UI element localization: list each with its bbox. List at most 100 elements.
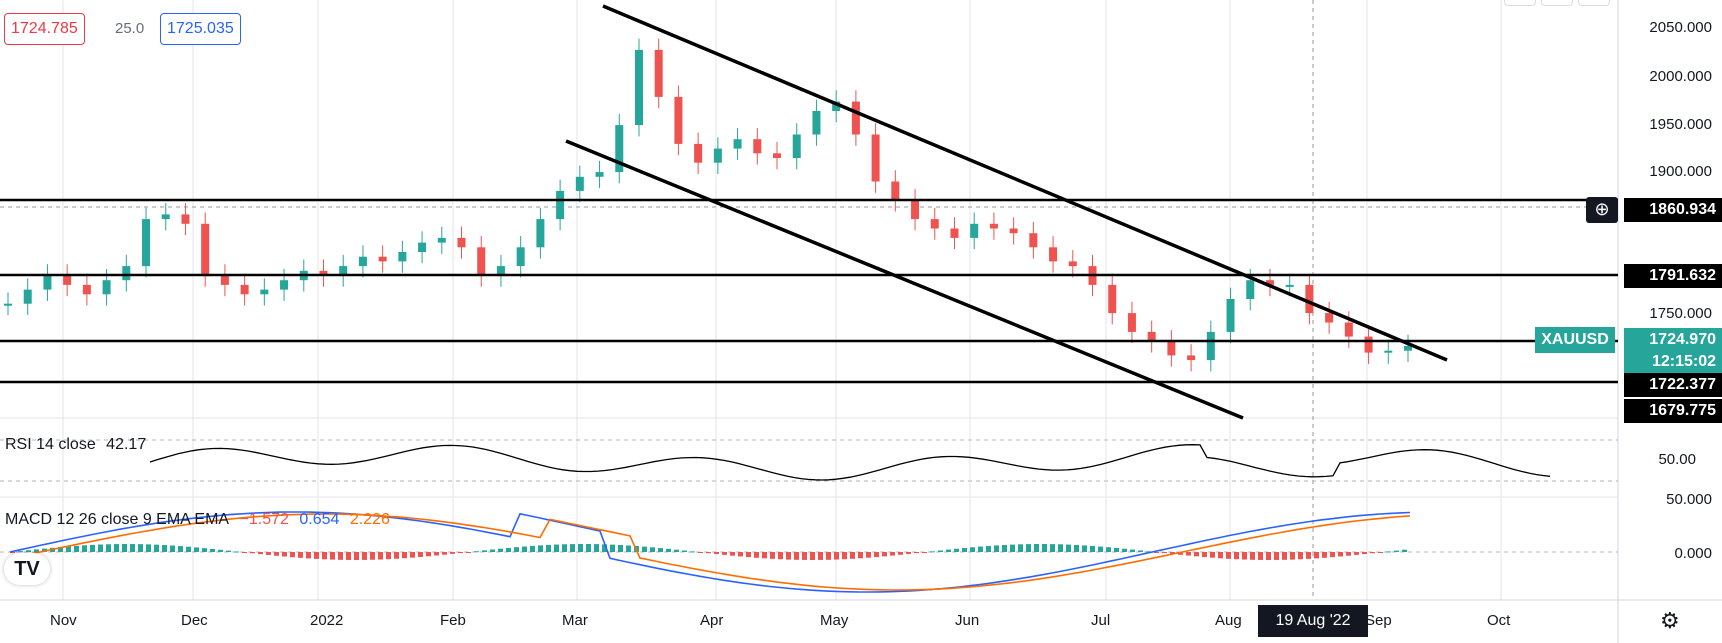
macd-histogram-bar [570,544,575,552]
gear-icon[interactable]: ⚙ [1660,608,1680,633]
macd-histogram-bar [1034,544,1039,552]
time-axis-label: 2022 [310,612,344,629]
spread-value: 25.0 [115,20,145,37]
macd-histogram-bar [410,552,415,558]
macd-histogram-bar [610,544,615,552]
macd-histogram-bar [994,545,999,552]
macd-histogram-bar [786,552,791,560]
candle-body [23,289,32,304]
macd-line-value: 0.654 [299,511,340,528]
macd-histogram-bar [130,544,135,552]
candle-body [4,303,12,306]
macd-histogram-bar [458,552,463,553]
macd-histogram-bar [1290,552,1295,560]
buy-price-box[interactable]: 1725.035 [160,13,241,45]
macd-histogram-bar [1226,552,1231,559]
macd-histogram-bar [338,552,343,560]
macd-histogram-bar [1090,545,1095,552]
candle-body [1206,331,1215,361]
macd-histogram-bar [962,547,967,552]
price-axis-label: 1750.000 [1649,305,1712,322]
macd-histogram-bar [1370,552,1375,554]
candle-body [1009,228,1018,234]
macd-histogram-bar [1402,549,1407,552]
macd-histogram-bar [546,544,551,552]
macd-histogram-bar [234,551,239,553]
macd-histogram-bar [1346,552,1351,556]
macd-histogram-bar [58,547,63,552]
macd-histogram-bar [866,552,871,558]
macd-histogram-bar [658,548,663,552]
candle-body [418,242,427,252]
macd-histogram-bar [618,545,623,552]
candle-body [82,284,91,295]
time-axis-label: May [820,612,849,629]
candle-body [1246,280,1255,299]
macd-histogram-bar [1386,551,1391,553]
candle-body [181,214,190,224]
candle-body [733,139,742,149]
macd-histogram-bar [210,548,215,552]
candle-body [595,172,604,177]
sell-price-box[interactable]: 1724.785 [4,13,85,45]
macd-histogram-bar [1066,544,1071,552]
candle-body [575,176,584,191]
macd-histogram-bar [1178,552,1183,555]
candle-body [871,134,880,182]
macd-histogram-bar [722,552,727,555]
time-axis-label: Sep [1365,612,1392,629]
candle-body [63,275,72,285]
macd-histogram-bar [706,552,711,554]
macd-histogram-bar [386,552,391,560]
macd-histogram-bar [770,552,775,559]
macd-histogram-bar [266,552,271,555]
macd-histogram-bar [18,551,23,553]
price-axis-label: 1900.000 [1649,163,1712,180]
candle-body [122,266,131,281]
macd-histogram-bar [954,548,959,552]
candle-body [1285,284,1294,287]
macd-histogram-bar [1146,551,1151,553]
candle-body [398,252,407,262]
macd-legend[interactable]: MACD 12 26 close 9 EMA EMA −1.572 0.654 … [5,511,396,529]
time-axis-label: Apr [700,612,724,629]
macd-histogram-bar [378,552,383,560]
toolbar-button[interactable] [1578,0,1610,6]
plus-circle-icon[interactable]: ⊕ [1586,197,1618,223]
symbol-tag: XAUUSD [1535,327,1615,353]
macd-histogram-bar [346,552,351,560]
candle-body [161,214,170,220]
macd-histogram-bar [906,552,911,554]
tradingview-logo-icon[interactable]: TV [4,553,50,585]
macd-histogram-bar [90,544,95,552]
rsi-legend[interactable]: RSI 14 close 42.17 [5,436,152,454]
macd-histogram-bar [898,552,903,555]
candle-body [43,275,52,290]
macd-histogram-bar [946,549,951,552]
macd-axis-label: 0.000 [1674,545,1712,562]
macd-histogram-bar [298,552,303,558]
macd-histogram-bar [314,552,319,559]
macd-histogram-bar [690,551,695,553]
macd-signal-line [9,513,1411,591]
macd-histogram-bar [1234,552,1239,560]
macd-histogram-bar [1314,552,1319,559]
time-axis-label: Mar [562,612,588,629]
macd-histogram-bar [1138,550,1143,552]
macd-histogram-bar [1026,544,1031,552]
candle-body [891,181,900,201]
macd-histogram-bar [178,546,183,552]
macd-histogram-bar [698,552,703,553]
time-axis-label: Jun [955,612,980,629]
toolbar-button[interactable] [1504,0,1536,6]
macd-histogram-bar [882,552,887,557]
macd-histogram-bar [394,552,399,559]
toolbar-button[interactable] [1541,0,1573,6]
macd-histogram-bar [1106,547,1111,552]
macd-histogram-bar [1258,552,1263,560]
candle-body [674,96,683,144]
macd-histogram-bar [490,549,495,552]
macd-histogram-bar [26,550,31,552]
crosshair-date-tag: 19 Aug '22 [1258,605,1368,637]
